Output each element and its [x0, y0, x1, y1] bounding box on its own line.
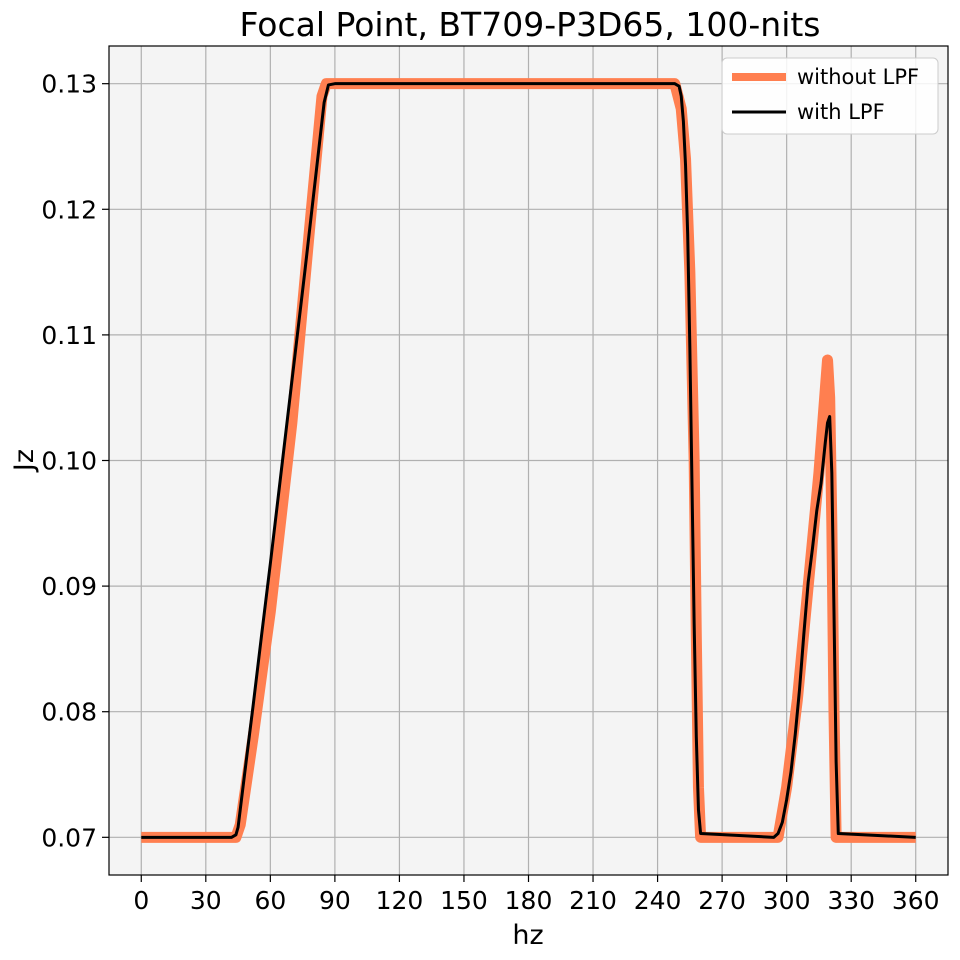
legend-label-with-lpf: with LPF: [797, 100, 885, 124]
chart-title: Focal Point, BT709-P3D65, 100-nits: [239, 5, 820, 44]
y-tick-label: 0.13: [41, 70, 97, 99]
x-tick-label: 330: [827, 886, 875, 915]
x-tick-label: 210: [569, 886, 617, 915]
x-tick-label: 60: [254, 886, 286, 915]
x-tick-label: 0: [133, 886, 149, 915]
axis-ticks: 0 30 60 90 120 150 180 210 240 270 300 330 360 0.07 0.…: [41, 70, 939, 915]
series-layer: [141, 78, 916, 843]
x-tick-label: 360: [892, 886, 940, 915]
x-tick-label: 240: [634, 886, 682, 915]
x-tick-label: 180: [505, 886, 553, 915]
x-tick-label: 90: [319, 886, 351, 915]
y-axis-label: Jz: [9, 449, 40, 473]
y-tick-label: 0.12: [41, 195, 97, 224]
series-line-without-lpf: [141, 78, 916, 843]
x-tick-label: 120: [376, 886, 424, 915]
y-tick-label: 0.11: [41, 321, 97, 350]
series-line-with-lpf: [141, 82, 916, 839]
x-tick-label: 150: [440, 886, 488, 915]
legend-label-without-lpf: without LPF: [797, 65, 919, 89]
legend: without LPF with LPF: [721, 57, 939, 135]
x-tick-label: 300: [763, 886, 811, 915]
x-tick-label: 30: [190, 886, 222, 915]
y-tick-label: 0.07: [41, 823, 97, 852]
y-tick-label: 0.09: [41, 572, 97, 601]
x-tick-label: 270: [698, 886, 746, 915]
y-tick-label: 0.08: [41, 698, 97, 727]
x-axis-label: hz: [512, 920, 543, 951]
y-tick-label: 0.10: [41, 447, 97, 476]
